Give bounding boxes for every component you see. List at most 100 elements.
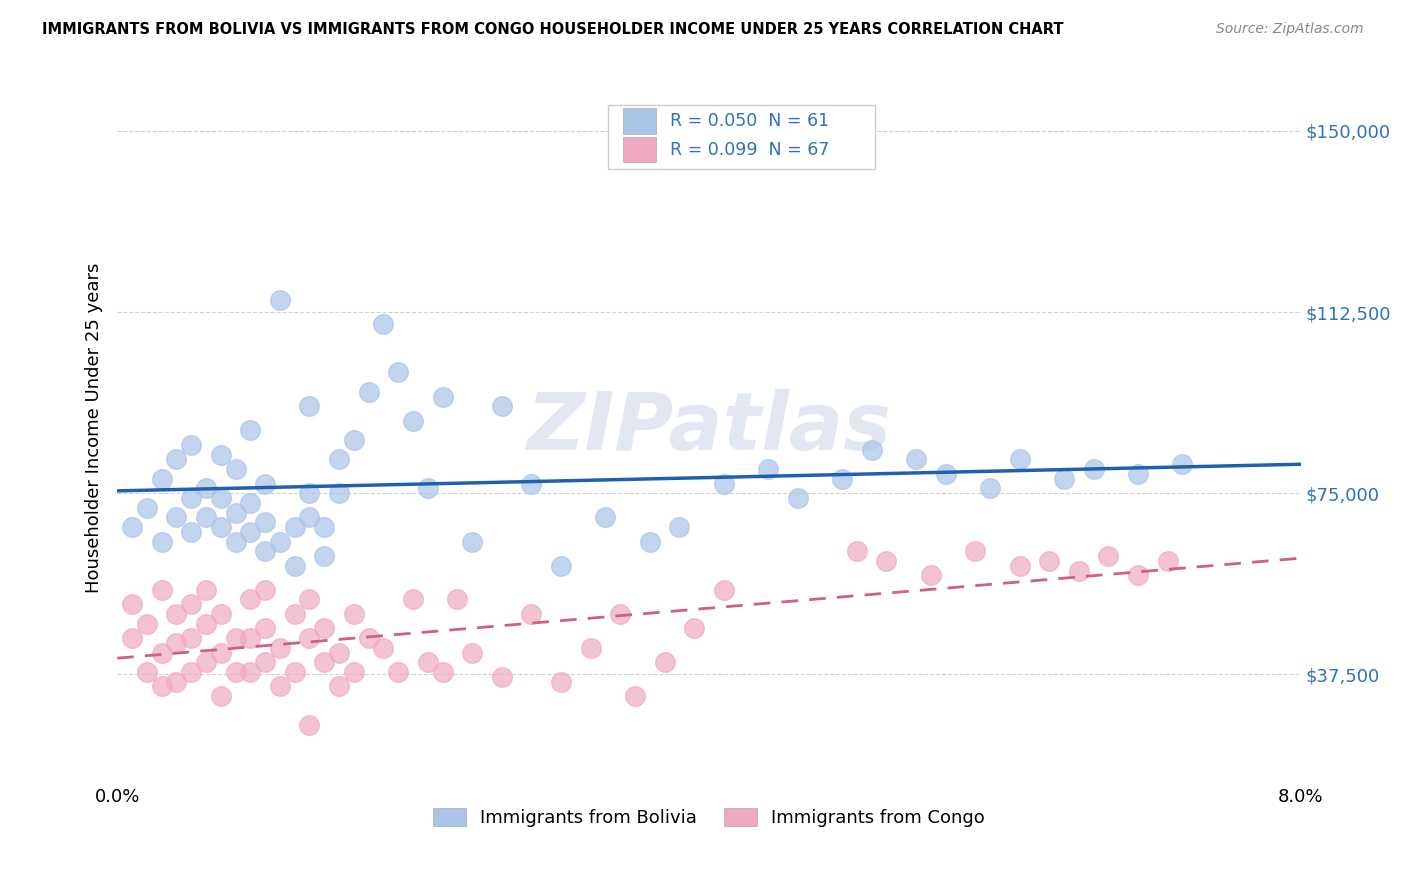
Point	[875, 554, 897, 568]
Point	[269, 534, 291, 549]
Point	[314, 520, 336, 534]
FancyBboxPatch shape	[623, 108, 655, 134]
Point	[1126, 467, 1149, 481]
Point	[579, 640, 602, 655]
Point	[121, 520, 143, 534]
Point	[638, 534, 661, 549]
Point	[254, 582, 277, 597]
Point	[654, 655, 676, 669]
Point	[121, 597, 143, 611]
Point	[1171, 457, 1194, 471]
Point	[845, 544, 868, 558]
Point	[432, 390, 454, 404]
Point	[314, 655, 336, 669]
Point	[713, 476, 735, 491]
Point	[461, 534, 484, 549]
Point	[1038, 554, 1060, 568]
Point	[225, 462, 247, 476]
Point	[254, 515, 277, 529]
Point	[298, 399, 321, 413]
Point	[239, 631, 262, 645]
Point	[180, 438, 202, 452]
Point	[135, 665, 157, 679]
Point	[194, 616, 217, 631]
Point	[387, 366, 409, 380]
Point	[150, 680, 173, 694]
Point	[165, 607, 187, 621]
Point	[786, 491, 808, 505]
Point	[668, 520, 690, 534]
Point	[194, 582, 217, 597]
Point	[1156, 554, 1178, 568]
Point	[298, 486, 321, 500]
Text: Source: ZipAtlas.com: Source: ZipAtlas.com	[1216, 22, 1364, 37]
Point	[209, 520, 232, 534]
Point	[756, 462, 779, 476]
Point	[979, 482, 1001, 496]
FancyBboxPatch shape	[623, 136, 655, 162]
Point	[298, 631, 321, 645]
Text: R = 0.099  N = 67: R = 0.099 N = 67	[669, 141, 830, 159]
Point	[314, 622, 336, 636]
Point	[314, 549, 336, 563]
Text: IMMIGRANTS FROM BOLIVIA VS IMMIGRANTS FROM CONGO HOUSEHOLDER INCOME UNDER 25 YEA: IMMIGRANTS FROM BOLIVIA VS IMMIGRANTS FR…	[42, 22, 1064, 37]
Point	[402, 414, 425, 428]
Point	[150, 646, 173, 660]
Point	[135, 500, 157, 515]
Point	[965, 544, 987, 558]
Point	[284, 607, 307, 621]
Point	[254, 476, 277, 491]
Point	[343, 607, 366, 621]
Point	[905, 452, 928, 467]
Point	[150, 472, 173, 486]
Point	[1008, 452, 1031, 467]
Point	[225, 631, 247, 645]
Point	[328, 646, 350, 660]
Point	[328, 680, 350, 694]
Point	[269, 680, 291, 694]
Y-axis label: Householder Income Under 25 years: Householder Income Under 25 years	[86, 263, 103, 593]
FancyBboxPatch shape	[609, 105, 875, 169]
Point	[180, 665, 202, 679]
Point	[416, 482, 439, 496]
Point	[624, 689, 647, 703]
Point	[225, 534, 247, 549]
Point	[920, 568, 942, 582]
Point	[402, 592, 425, 607]
Point	[239, 424, 262, 438]
Point	[254, 655, 277, 669]
Point	[935, 467, 957, 481]
Point	[609, 607, 631, 621]
Point	[357, 384, 380, 399]
Point	[194, 510, 217, 524]
Point	[284, 665, 307, 679]
Text: R = 0.050  N = 61: R = 0.050 N = 61	[669, 112, 830, 130]
Point	[550, 674, 572, 689]
Point	[254, 622, 277, 636]
Point	[520, 476, 543, 491]
Point	[491, 399, 513, 413]
Point	[209, 448, 232, 462]
Point	[284, 520, 307, 534]
Point	[239, 524, 262, 539]
Point	[461, 646, 484, 660]
Point	[357, 631, 380, 645]
Point	[520, 607, 543, 621]
Point	[254, 544, 277, 558]
Point	[298, 510, 321, 524]
Point	[194, 655, 217, 669]
Point	[298, 592, 321, 607]
Point	[1067, 564, 1090, 578]
Point	[209, 607, 232, 621]
Point	[1008, 558, 1031, 573]
Point	[239, 665, 262, 679]
Text: ZIPatlas: ZIPatlas	[526, 389, 891, 467]
Point	[135, 616, 157, 631]
Point	[225, 506, 247, 520]
Point	[343, 665, 366, 679]
Point	[416, 655, 439, 669]
Point	[165, 674, 187, 689]
Point	[284, 558, 307, 573]
Point	[595, 510, 617, 524]
Point	[269, 640, 291, 655]
